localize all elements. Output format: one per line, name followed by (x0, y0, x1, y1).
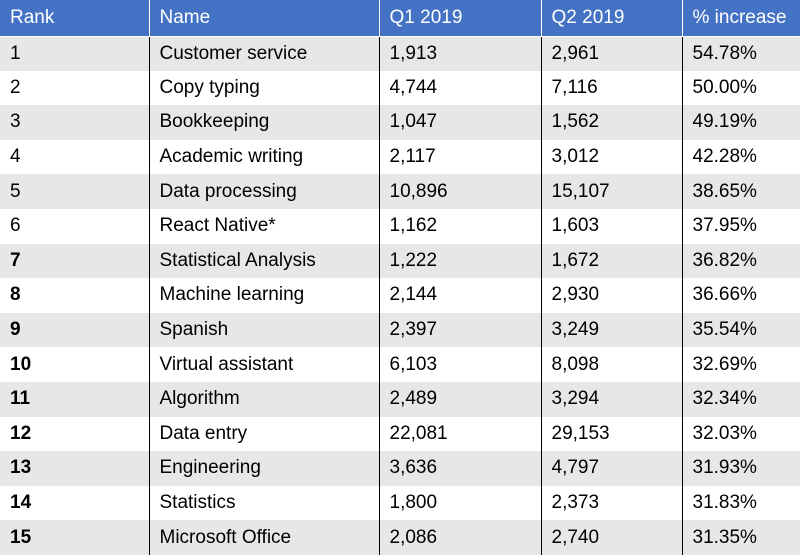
q2-cell: 3,294 (541, 381, 683, 417)
table-row: 5 Data processing 10,896 15,107 38.65% (0, 174, 800, 209)
name-cell: Spanish (149, 312, 380, 348)
header-q1-2019: Q1 2019 (379, 0, 542, 37)
table-row: 7 Statistical Analysis 1,222 1,672 36.82% (0, 243, 800, 279)
table-row: 10 Virtual assistant 6,103 8,098 32.69% (0, 347, 800, 382)
rank-cell: 13 (0, 451, 150, 486)
name-cell: Data processing (149, 174, 380, 209)
name-cell: Microsoft Office (149, 520, 380, 555)
table-row: 4 Academic writing 2,117 3,012 42.28% (0, 139, 800, 175)
header-percent-increase: % increase (682, 0, 800, 37)
name-cell: Academic writing (149, 139, 380, 175)
rank-cell: 14 (0, 485, 150, 521)
q1-cell: 3,636 (379, 451, 542, 486)
q2-cell: 2,961 (541, 36, 683, 71)
increase-cell: 42.28% (682, 139, 800, 175)
increase-cell: 31.93% (682, 451, 800, 486)
rank-cell: 10 (0, 347, 150, 382)
q1-cell: 2,397 (379, 312, 542, 348)
increase-cell: 31.83% (682, 485, 800, 521)
name-cell: Customer service (149, 36, 380, 71)
header-name: Name (149, 0, 380, 37)
table-row: 3 Bookkeeping 1,047 1,562 49.19% (0, 105, 800, 140)
q1-cell: 6,103 (379, 347, 542, 382)
increase-cell: 32.69% (682, 347, 800, 382)
q2-cell: 1,603 (541, 208, 683, 244)
q2-cell: 1,562 (541, 105, 683, 140)
q1-cell: 4,744 (379, 70, 542, 106)
q2-cell: 29,153 (541, 416, 683, 452)
increase-cell: 36.66% (682, 278, 800, 313)
q1-cell: 10,896 (379, 174, 542, 209)
table-header: Rank Name Q1 2019 Q2 2019 % increase (0, 0, 800, 37)
table-row: 1 Customer service 1,913 2,961 54.78% (0, 36, 800, 71)
q2-cell: 2,373 (541, 485, 683, 521)
name-cell: Statistical Analysis (149, 243, 380, 279)
rank-cell: 11 (0, 381, 150, 417)
increase-cell: 31.35% (682, 520, 800, 555)
name-cell: Algorithm (149, 381, 380, 417)
q1-cell: 1,047 (379, 105, 542, 140)
table-row: 2 Copy typing 4,744 7,116 50.00% (0, 70, 800, 106)
name-cell: Machine learning (149, 278, 380, 313)
increase-cell: 49.19% (682, 105, 800, 140)
rank-cell: 9 (0, 312, 150, 348)
rank-cell: 5 (0, 174, 150, 209)
increase-cell: 35.54% (682, 312, 800, 348)
q1-cell: 22,081 (379, 416, 542, 452)
table-row: 15 Microsoft Office 2,086 2,740 31.35% (0, 520, 800, 555)
increase-cell: 54.78% (682, 36, 800, 71)
header-q2-2019: Q2 2019 (541, 0, 683, 37)
header-rank: Rank (0, 0, 150, 37)
table-row: 6 React Native* 1,162 1,603 37.95% (0, 208, 800, 244)
increase-cell: 36.82% (682, 243, 800, 279)
q1-cell: 2,086 (379, 520, 542, 555)
q2-cell: 15,107 (541, 174, 683, 209)
header-row: Rank Name Q1 2019 Q2 2019 % increase (0, 0, 800, 37)
q1-cell: 1,222 (379, 243, 542, 279)
name-cell: Virtual assistant (149, 347, 380, 382)
name-cell: React Native* (149, 208, 380, 244)
increase-cell: 38.65% (682, 174, 800, 209)
rank-cell: 15 (0, 520, 150, 555)
q1-cell: 1,162 (379, 208, 542, 244)
q2-cell: 7,116 (541, 70, 683, 106)
q2-cell: 1,672 (541, 243, 683, 279)
table-row: 11 Algorithm 2,489 3,294 32.34% (0, 381, 800, 417)
name-cell: Engineering (149, 451, 380, 486)
rank-cell: 2 (0, 70, 150, 106)
rank-cell: 8 (0, 278, 150, 313)
q1-cell: 1,913 (379, 36, 542, 71)
name-cell: Bookkeeping (149, 105, 380, 140)
increase-cell: 50.00% (682, 70, 800, 106)
rank-cell: 1 (0, 36, 150, 71)
q1-cell: 2,489 (379, 381, 542, 417)
table-row: 9 Spanish 2,397 3,249 35.54% (0, 312, 800, 348)
increase-cell: 32.03% (682, 416, 800, 452)
increase-cell: 32.34% (682, 381, 800, 417)
q2-cell: 3,012 (541, 139, 683, 175)
table-row: 13 Engineering 3,636 4,797 31.93% (0, 451, 800, 486)
table-row: 12 Data entry 22,081 29,153 32.03% (0, 416, 800, 452)
q1-cell: 2,117 (379, 139, 542, 175)
q1-cell: 1,800 (379, 485, 542, 521)
q1-cell: 2,144 (379, 278, 542, 313)
rank-cell: 6 (0, 208, 150, 244)
name-cell: Statistics (149, 485, 380, 521)
q2-cell: 4,797 (541, 451, 683, 486)
table-body: 1 Customer service 1,913 2,961 54.78% 2 Copy t… (0, 36, 800, 555)
rank-cell: 3 (0, 105, 150, 140)
name-cell: Data entry (149, 416, 380, 452)
rank-cell: 4 (0, 139, 150, 175)
rank-cell: 7 (0, 243, 150, 279)
q2-cell: 3,249 (541, 312, 683, 348)
table-row: 8 Machine learning 2,144 2,930 36.66% (0, 278, 800, 313)
rank-cell: 12 (0, 416, 150, 452)
name-cell: Copy typing (149, 70, 380, 106)
table-row: 14 Statistics 1,800 2,373 31.83% (0, 485, 800, 521)
q2-cell: 2,930 (541, 278, 683, 313)
q2-cell: 8,098 (541, 347, 683, 382)
q2-cell: 2,740 (541, 520, 683, 555)
increase-cell: 37.95% (682, 208, 800, 244)
